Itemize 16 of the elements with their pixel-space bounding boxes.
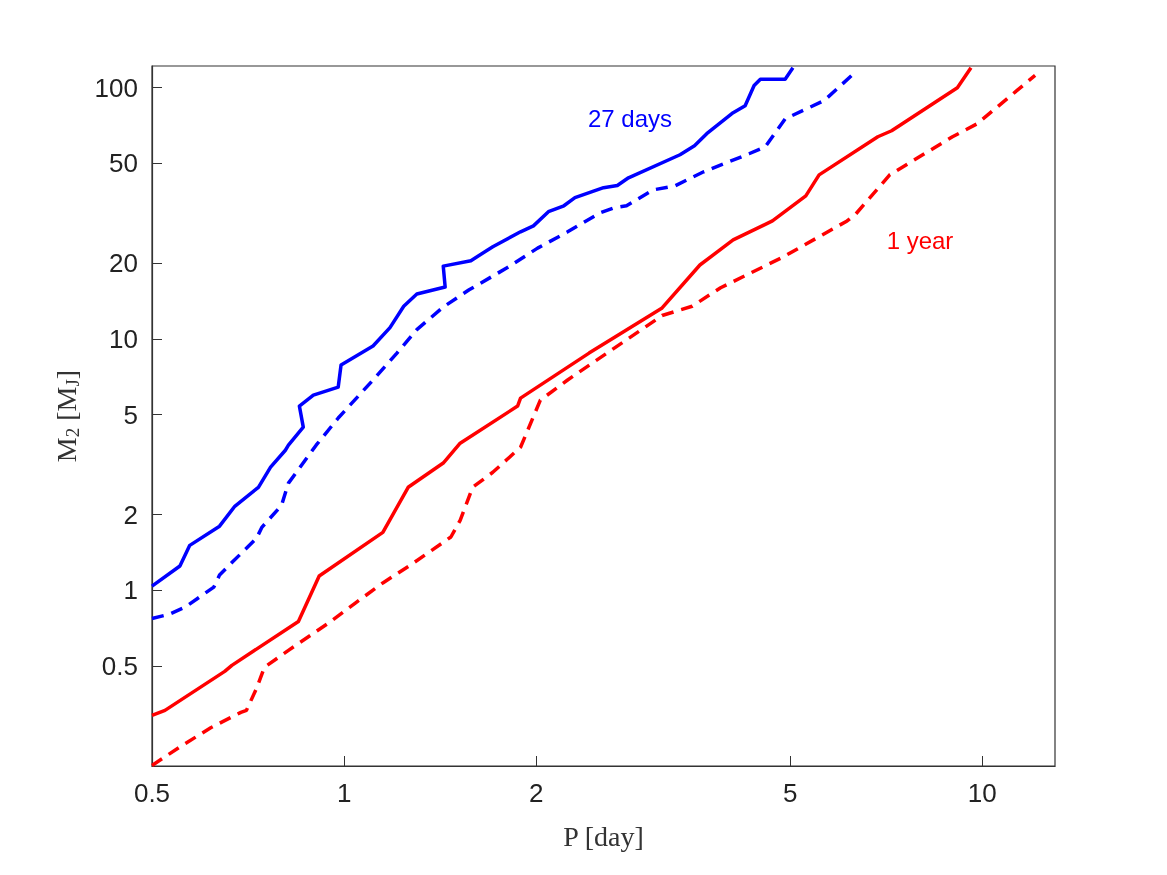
annotation: 1 year <box>886 226 954 254</box>
x-tick-label: 2 <box>528 778 544 808</box>
y-tick-label: 5 <box>123 399 138 430</box>
y-tick-label: 50 <box>109 148 138 179</box>
y-tick-label: 0.5 <box>101 650 138 681</box>
y-tick-label: 1 <box>123 575 138 606</box>
x-tick-label: 5 <box>782 778 798 808</box>
x-tick-label: 10 <box>967 778 997 808</box>
y-tick-label: 10 <box>109 324 138 355</box>
x-tick-label: 1 <box>336 778 352 808</box>
y-axis-title: M2 [MJ] <box>51 369 83 463</box>
y-tick-label: 20 <box>109 248 138 279</box>
y-tick-label: 100 <box>94 72 138 103</box>
x-axis-title: P [day] <box>563 820 644 852</box>
annotation: 27 days <box>587 104 673 132</box>
y-tick-label: 2 <box>123 499 138 530</box>
